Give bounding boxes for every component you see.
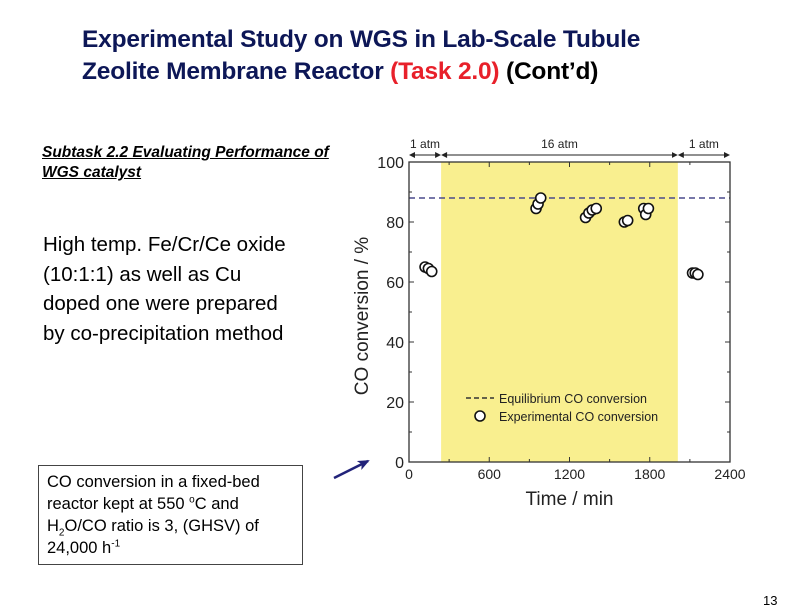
data-point [642,202,655,215]
arrowhead-left [409,152,415,158]
x-tick-label: 1200 [554,466,585,482]
pressure-label: 1 atm [410,137,440,151]
inverse-hour-superscript: -1 [111,538,121,550]
title-line-2: Zeolite Membrane Reactor (Task 2.0) (Con… [82,56,762,88]
x-axis-label: Time / min [526,489,614,510]
pressure-label: 1 atm [689,137,719,151]
page-number: 13 [763,593,778,608]
note-part3: O/CO ratio is 3, (GHSV) of 24,000 h [47,517,259,557]
arrowhead-left [677,152,684,158]
note-part1: CO conversion in a fixed-bed reactor kep… [47,473,260,513]
pressure-label: 16 atm [541,137,578,151]
description-text: High temp. Fe/Cr/Ce oxide (10:1:1) as we… [43,233,286,345]
y-tick-label: 20 [386,395,404,412]
arrowhead-left [441,152,448,158]
data-point [590,202,603,215]
legend-label: Equilibrium CO conversion [499,392,647,406]
data-point [425,265,438,278]
x-tick-label: 0 [405,466,413,482]
subtask-heading: Subtask 2.2 Evaluating Performance of WG… [42,144,329,181]
y-tick-label: 80 [386,215,404,232]
y-tick-label: 0 [395,455,404,472]
data-point [692,268,704,281]
note-part2: C and H [47,495,239,535]
x-tick-label: 600 [478,466,502,482]
degree-superscript: o [189,494,195,506]
data-point [621,214,634,227]
task-label: (Task 2.0) [390,58,500,85]
x-tick-label: 1800 [634,466,665,482]
data-point [534,192,547,204]
legend-label: Experimental CO conversion [499,410,658,424]
title-line-1: Experimental Study on WGS in Lab-Scale T… [82,26,641,53]
y-axis-label: CO conversion / % [352,237,373,395]
y-tick-label: 100 [377,155,404,172]
slide-title: Experimental Study on WGS in Lab-Scale T… [82,24,762,88]
title-main: Zeolite Membrane Reactor [82,58,391,85]
h2o-subscript: 2 [58,527,65,539]
y-tick-label: 60 [386,275,404,292]
contd-label: (Cont’d) [499,58,599,85]
conditions-note-box: CO conversion in a fixed-bed reactor kep… [38,465,303,565]
pointer-arrow [333,459,370,480]
legend-circle-swatch [474,410,486,422]
x-tick-label: 2400 [714,466,745,482]
y-tick-label: 40 [386,335,404,352]
